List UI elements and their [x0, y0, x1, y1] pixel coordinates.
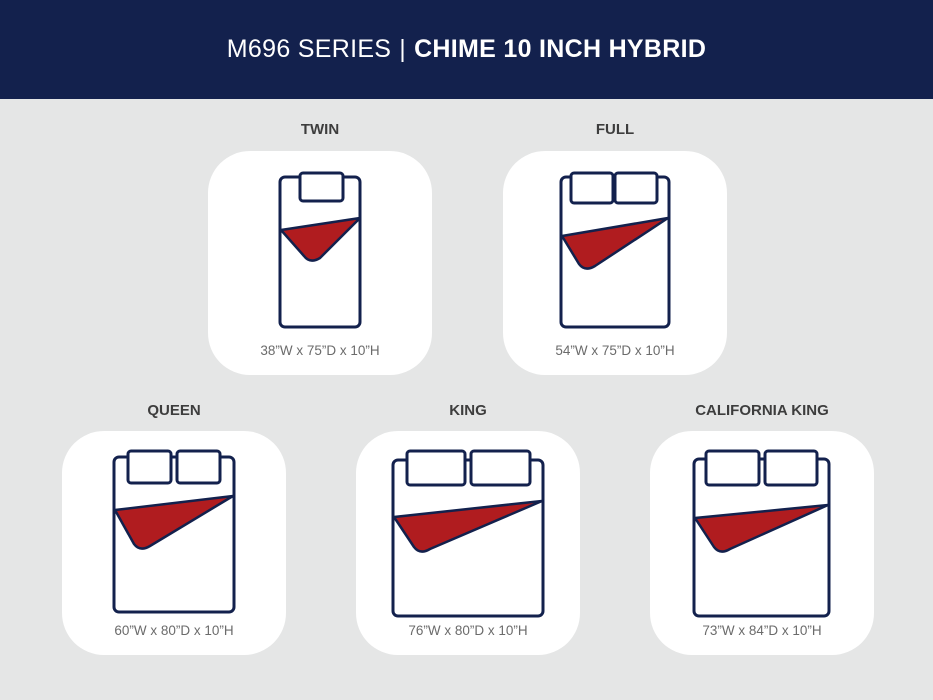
size-card: 73”W x 84”D x 10”H [650, 431, 874, 655]
blanket-fold [560, 216, 670, 270]
dimensions-text: 76”W x 80”D x 10”H [408, 623, 528, 638]
mattress-outline [112, 455, 236, 614]
dimensions-text: 38”W x 75”D x 10”H [260, 343, 380, 358]
series-title: M696 SERIES [226, 35, 392, 63]
queen-bed-icon [112, 449, 236, 614]
size-card: 76”W x 80”D x 10”H [356, 431, 580, 655]
size-label: KING [449, 402, 487, 419]
king-bed-icon [391, 449, 545, 618]
dimensions-text: 54”W x 75”D x 10”H [555, 343, 675, 358]
pillow-shape [175, 449, 222, 485]
pillow-shape [613, 171, 659, 205]
mattress-outline [391, 458, 545, 618]
blanket-fold [113, 494, 235, 550]
pillow-shape [704, 449, 761, 487]
pillow-shape [126, 449, 173, 485]
size-card: 38”W x 75”D x 10”H [208, 151, 432, 375]
dimensions-text: 73”W x 84”D x 10”H [702, 623, 822, 638]
blanket-fold [693, 503, 830, 553]
size-card: 54”W x 75”D x 10”H [503, 151, 727, 375]
product-title: CHIME 10 INCH HYBRID [414, 35, 707, 63]
size-card: 60”W x 80”D x 10”H [62, 431, 286, 655]
size-label: FULL [595, 121, 635, 138]
pillow-shape [763, 449, 819, 487]
full-bed-icon [559, 171, 671, 329]
twin-bed-icon [278, 171, 362, 329]
title-separator: | [399, 35, 407, 63]
pillow-shape [469, 449, 532, 487]
size-label: CALIFORNIA KING [695, 402, 829, 419]
blanket-fold [279, 216, 362, 262]
pillow-shape [298, 171, 345, 203]
header-banner: M696 SERIES | CHIME 10 INCH HYBRID [0, 0, 933, 99]
blanket-fold [392, 499, 544, 553]
mattress-outline [692, 457, 831, 618]
pillow-shape [405, 449, 467, 487]
size-label: QUEEN [147, 402, 201, 419]
size-label: TWIN [300, 121, 340, 138]
california-king-bed-icon [692, 449, 831, 618]
dimensions-text: 60”W x 80”D x 10”H [114, 623, 234, 638]
pillow-shape [569, 171, 615, 205]
